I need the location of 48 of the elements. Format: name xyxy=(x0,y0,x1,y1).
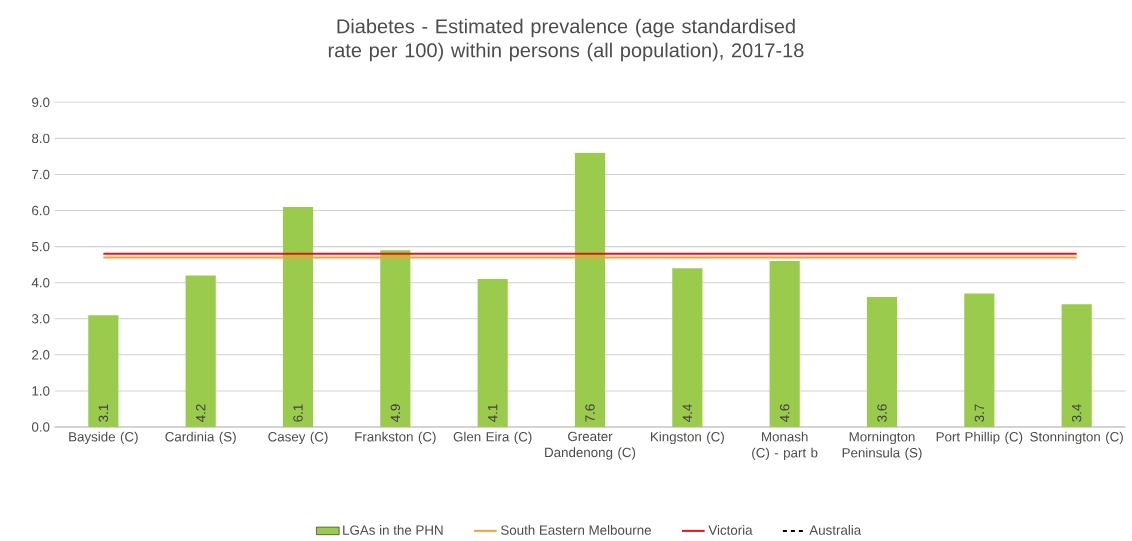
data-label: 4.2 xyxy=(196,404,206,422)
x-tick-label: Stonnington (C) xyxy=(1030,431,1123,445)
data-label: 4.1 xyxy=(488,404,498,422)
x-tick-label: Frankston (C) xyxy=(355,431,436,445)
y-tick-label: 0.0 xyxy=(31,422,50,432)
x-tick-label: Cardinia (S) xyxy=(165,431,236,445)
y-tick-label: 6.0 xyxy=(32,205,50,216)
legend-label: South Eastern Melbourne xyxy=(500,525,651,535)
y-tick-label: 3.0 xyxy=(31,314,50,324)
y-tick-label: 4.0 xyxy=(31,277,50,288)
data-label: 7.6 xyxy=(585,404,595,422)
data-label: 3.4 xyxy=(1071,404,1082,422)
chart-title: Diabetes - Estimated prevalence (age standardised rate per 100) within persons (all population), 2017-18 xyxy=(328,18,804,62)
bar xyxy=(672,268,703,427)
data-label: 4.4 xyxy=(682,404,692,422)
bar xyxy=(88,315,119,427)
data-label: 3.1 xyxy=(98,404,109,422)
x-tick-label: Bayside (C) xyxy=(69,431,138,445)
y-tick-label: 7.0 xyxy=(32,169,50,180)
y-tick-label: 9.0 xyxy=(32,97,50,108)
data-label: 4.6 xyxy=(779,404,790,422)
legend-label: Victoria xyxy=(708,525,753,535)
bar xyxy=(477,279,508,427)
bar xyxy=(964,293,995,427)
x-tick-label: Port Phillip (C) xyxy=(936,431,1023,445)
data-label: 4.9 xyxy=(390,404,401,422)
x-tick-label: Casey (C) xyxy=(268,431,328,445)
legend-label: LGAs in the PHN xyxy=(343,525,443,535)
bar xyxy=(574,152,606,427)
x-tick-label: Mornington Peninsula (S) xyxy=(842,431,922,461)
x-tick-label: Monash (C) - part b xyxy=(752,431,818,461)
y-tick-label: 1.0 xyxy=(32,386,50,396)
y-tick-label: 5.0 xyxy=(31,241,50,252)
bar xyxy=(380,250,411,427)
x-tick-label: Glen Eira (C) xyxy=(453,431,532,445)
bar xyxy=(282,206,314,427)
y-tick-label: 2.0 xyxy=(32,350,50,360)
legend-label: Australia xyxy=(809,525,862,535)
x-tick-label: Kingston (C) xyxy=(651,431,724,445)
x-tick-label: Greater Dandenong (C) xyxy=(545,431,636,460)
bar xyxy=(866,297,898,427)
bar xyxy=(769,261,800,427)
data-label: 6.1 xyxy=(293,404,303,422)
bar xyxy=(185,275,216,427)
bar xyxy=(1061,304,1092,427)
data-label: 3.7 xyxy=(974,404,985,422)
data-label: 3.6 xyxy=(877,404,887,422)
y-tick-label: 8.0 xyxy=(32,133,50,144)
